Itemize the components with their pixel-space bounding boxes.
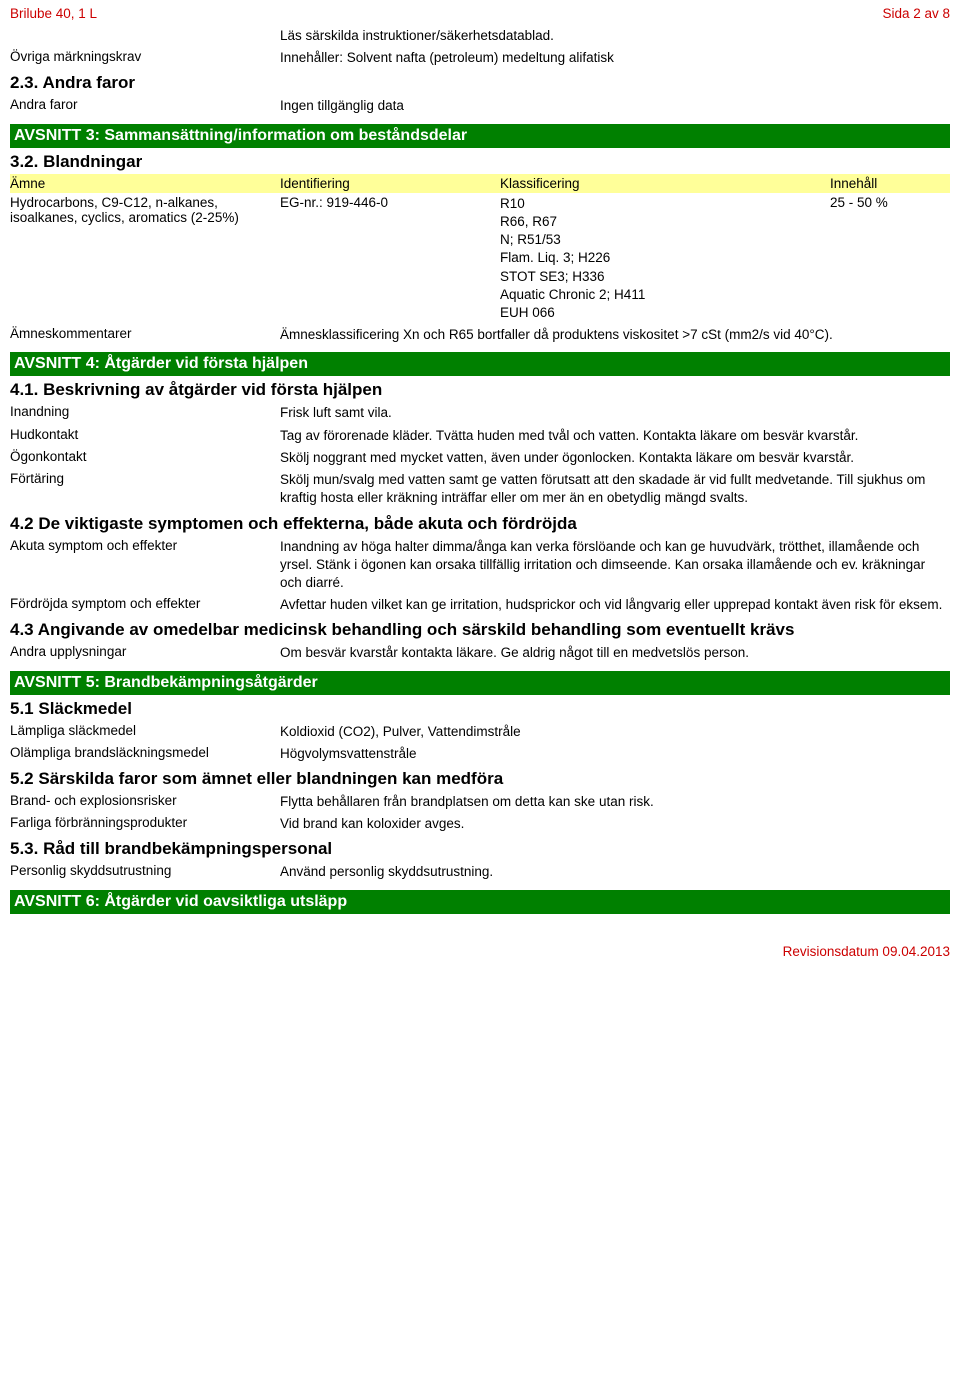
other-hazards-row: Andra faror Ingen tillgänglig data <box>10 95 950 117</box>
eye-row: Ögonkontakt Skölj noggrant med mycket va… <box>10 447 950 469</box>
inhalation-value: Frisk luft samt vila. <box>280 404 950 422</box>
product-name: Brilube 40, 1 L <box>10 6 97 21</box>
delayed-row: Fördröjda symptom och effekter Avfettar … <box>10 594 950 616</box>
table-row: Hydrocarbons, C9-C12, n-alkanes, isoalka… <box>10 193 950 325</box>
unsuitable-media-row: Olämpliga brandsläckningsmedel Högvolyms… <box>10 743 950 765</box>
subsection-4-1: 4.1. Beskrivning av åtgärder vid första … <box>10 376 950 402</box>
ppe-label: Personlig skyddsutrustning <box>10 863 280 881</box>
ingestion-row: Förtäring Skölj mun/svalg med vatten sam… <box>10 469 950 509</box>
substance-comments-label: Ämneskommentarer <box>10 326 280 344</box>
delayed-value: Avfettar huden vilket kan ge irritation,… <box>280 596 950 614</box>
table-header-row: Ämne Identifiering Klassificering Innehå… <box>10 174 950 193</box>
labeling-row: Övriga märkningskrav Innehåller: Solvent… <box>10 47 950 69</box>
substance-classification: R10 R66, R67 N; R51/53 Flam. Liq. 3; H22… <box>500 195 830 323</box>
substance-name: Hydrocarbons, C9-C12, n-alkanes, isoalka… <box>10 195 280 323</box>
fire-explosion-value: Flytta behållaren från brandplatsen om d… <box>280 793 950 811</box>
ingestion-label: Förtäring <box>10 471 280 507</box>
other-info-row: Andra upplysningar Om besvär kvarstår ko… <box>10 642 950 664</box>
substance-comments-value: Ämnesklassificering Xn och R65 bortfalle… <box>280 326 950 344</box>
other-hazards-label: Andra faror <box>10 97 280 115</box>
ingestion-value: Skölj mun/svalg med vatten samt ge vatte… <box>280 471 950 507</box>
other-hazards-value: Ingen tillgänglig data <box>280 97 950 115</box>
th-classification: Klassificering <box>500 176 830 191</box>
revision-date: Revisionsdatum 09.04.2013 <box>783 944 950 959</box>
substance-comments-row: Ämneskommentarer Ämnesklassificering Xn … <box>10 324 950 346</box>
subsection-5-2: 5.2 Särskilda faror som ämnet eller blan… <box>10 765 950 791</box>
instruction-row: Läs särskilda instruktioner/säkerhetsdat… <box>10 25 950 47</box>
composition-table: Ämne Identifiering Klassificering Innehå… <box>10 174 950 325</box>
other-info-value: Om besvär kvarstår kontakta läkare. Ge a… <box>280 644 950 662</box>
suitable-media-row: Lämpliga släckmedel Koldioxid (CO2), Pul… <box>10 721 950 743</box>
unsuitable-media-value: Högvolymsvattenstråle <box>280 745 950 763</box>
section-3-title: AVSNITT 3: Sammansättning/information om… <box>10 124 950 148</box>
th-identification: Identifiering <box>280 176 500 191</box>
subsection-5-3: 5.3. Råd till brandbekämpningspersonal <box>10 835 950 861</box>
substance-id: EG-nr.: 919-446-0 <box>280 195 500 323</box>
inhalation-row: Inandning Frisk luft samt vila. <box>10 402 950 424</box>
ppe-value: Använd personlig skyddsutrustning. <box>280 863 950 881</box>
subsection-4-2: 4.2 De viktigaste symptomen och effekter… <box>10 510 950 536</box>
suitable-media-label: Lämpliga släckmedel <box>10 723 280 741</box>
section-5-title: AVSNITT 5: Brandbekämpningsåtgärder <box>10 671 950 695</box>
combustion-value: Vid brand kan koloxider avges. <box>280 815 950 833</box>
subsection-4-3: 4.3 Angivande av omedelbar medicinsk beh… <box>10 616 950 642</box>
skin-row: Hudkontakt Tag av förorenade kläder. Tvä… <box>10 425 950 447</box>
combustion-row: Farliga förbränningsprodukter Vid brand … <box>10 813 950 835</box>
fire-explosion-label: Brand- och explosionsrisker <box>10 793 280 811</box>
unsuitable-media-label: Olämpliga brandsläckningsmedel <box>10 745 280 763</box>
delayed-label: Fördröjda symptom och effekter <box>10 596 280 614</box>
section-4-title: AVSNITT 4: Åtgärder vid första hjälpen <box>10 352 950 376</box>
labeling-value: Innehåller: Solvent nafta (petroleum) me… <box>280 49 950 67</box>
empty-label <box>10 27 280 45</box>
ppe-row: Personlig skyddsutrustning Använd person… <box>10 861 950 883</box>
acute-label: Akuta symptom och effekter <box>10 538 280 593</box>
combustion-label: Farliga förbränningsprodukter <box>10 815 280 833</box>
eye-value: Skölj noggrant med mycket vatten, även u… <box>280 449 950 467</box>
acute-value: Inandning av höga halter dimma/ånga kan … <box>280 538 950 593</box>
acute-row: Akuta symptom och effekter Inandning av … <box>10 536 950 595</box>
th-substance: Ämne <box>10 176 280 191</box>
subsection-2-3: 2.3. Andra faror <box>10 69 950 95</box>
th-content: Innehåll <box>830 176 950 191</box>
suitable-media-value: Koldioxid (CO2), Pulver, Vattendimstråle <box>280 723 950 741</box>
section-6-title: AVSNITT 6: Åtgärder vid oavsiktliga utsl… <box>10 890 950 914</box>
labeling-label: Övriga märkningskrav <box>10 49 280 67</box>
eye-label: Ögonkontakt <box>10 449 280 467</box>
page-number: Sida 2 av 8 <box>882 6 950 21</box>
inhalation-label: Inandning <box>10 404 280 422</box>
other-info-label: Andra upplysningar <box>10 644 280 662</box>
fire-explosion-row: Brand- och explosionsrisker Flytta behål… <box>10 791 950 813</box>
page-header: Brilube 40, 1 L Sida 2 av 8 <box>10 0 950 25</box>
page-footer: Revisionsdatum 09.04.2013 <box>10 914 950 969</box>
subsection-5-1: 5.1 Släckmedel <box>10 695 950 721</box>
skin-value: Tag av förorenade kläder. Tvätta huden m… <box>280 427 950 445</box>
subsection-3-2: 3.2. Blandningar <box>10 148 950 174</box>
instruction-text: Läs särskilda instruktioner/säkerhetsdat… <box>280 27 950 45</box>
skin-label: Hudkontakt <box>10 427 280 445</box>
substance-content: 25 - 50 % <box>830 195 950 323</box>
